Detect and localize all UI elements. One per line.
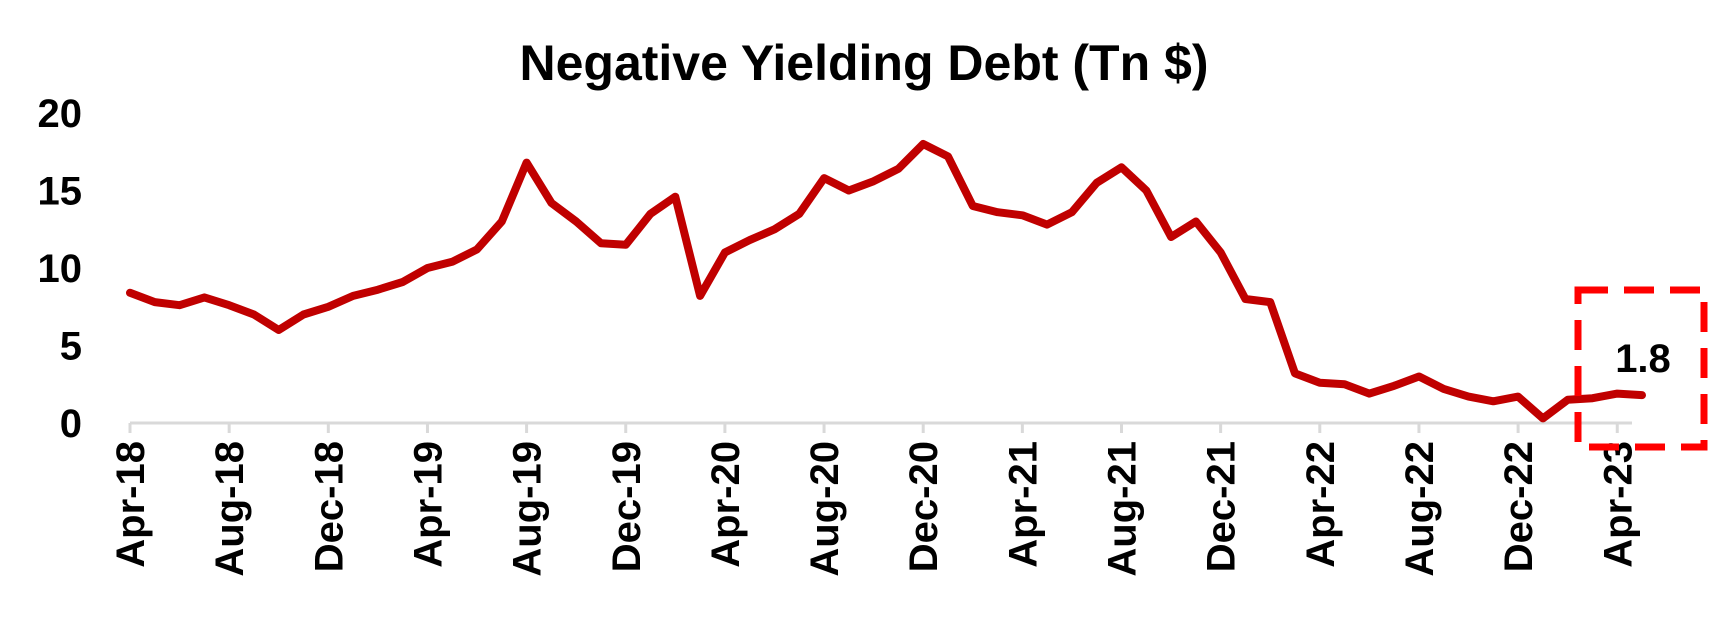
x-axis: Apr-18 Aug-18 Dec-18 Apr-19 Aug-19 Dec-19 Apr-… <box>109 423 1640 577</box>
x-tick-label: Aug-18 <box>208 441 252 577</box>
chart-title: Negative Yielding Debt (Tn $) <box>520 35 1209 91</box>
y-tick-label: 15 <box>38 170 83 214</box>
x-tick-label: Apr-22 <box>1299 441 1343 568</box>
x-tick-label: Dec-19 <box>605 441 649 572</box>
x-tick-label: Aug-21 <box>1101 441 1145 577</box>
x-tick-label: Apr-23 <box>1596 441 1640 568</box>
y-tick-label: 20 <box>38 92 83 136</box>
annotation-label: 1.8 <box>1615 337 1671 381</box>
y-axis: 0 5 10 15 20 <box>38 92 83 446</box>
x-tick-label: Dec-20 <box>902 441 946 572</box>
y-tick-label: 10 <box>38 247 83 291</box>
x-tick-label: Apr-19 <box>406 441 450 568</box>
x-tick-label: Apr-18 <box>109 441 153 568</box>
annotation-box <box>1574 286 1708 451</box>
x-tick-label: Aug-19 <box>506 441 550 577</box>
x-tick-label: Aug-20 <box>803 441 847 577</box>
y-tick-label: 0 <box>60 402 82 446</box>
x-tick-label: Dec-18 <box>307 441 351 572</box>
x-tick-label: Apr-20 <box>704 441 748 568</box>
x-tick-label: Aug-22 <box>1398 441 1442 577</box>
x-tick-label: Dec-21 <box>1200 441 1244 572</box>
series-line <box>126 140 1646 423</box>
x-tick-label: Dec-22 <box>1497 441 1541 572</box>
y-tick-label: 5 <box>60 325 82 369</box>
x-tick-label: Apr-21 <box>1001 441 1045 568</box>
